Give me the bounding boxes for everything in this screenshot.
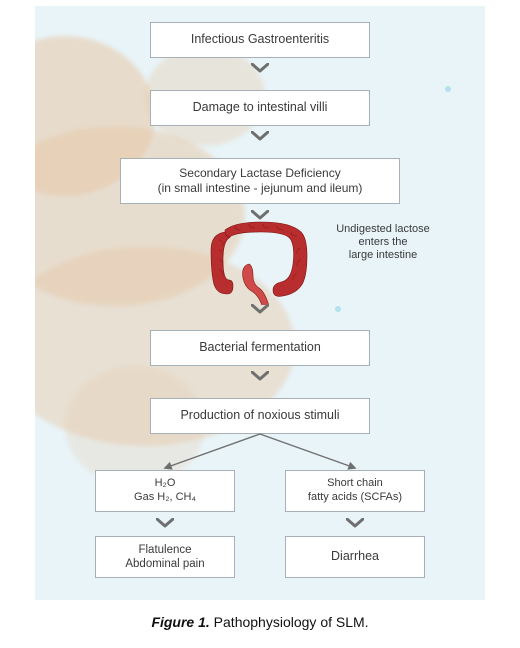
- node-infectious-gastroenteritis: Infectious Gastroenteritis: [150, 22, 370, 58]
- node-label: Secondary Lactase Deficiency(in small in…: [158, 166, 363, 196]
- node-flatulence-pain: FlatulenceAbdominal pain: [95, 536, 235, 578]
- node-label: H₂OGas H₂, CH₄: [134, 477, 196, 505]
- chevron-down-icon: [251, 210, 269, 220]
- node-label: Production of noxious stimuli: [180, 408, 339, 424]
- node-damage-villi: Damage to intestinal villi: [150, 90, 370, 126]
- node-scfas: Short chainfatty acids (SCFAs): [285, 470, 425, 512]
- node-label: Short chainfatty acids (SCFAs): [308, 477, 402, 505]
- large-intestine-icon: [205, 220, 315, 305]
- chevron-down-icon: [346, 518, 364, 528]
- split-arrows: [159, 432, 361, 476]
- node-secondary-lactase-deficiency: Secondary Lactase Deficiency(in small in…: [120, 158, 400, 204]
- node-label: Bacterial fermentation: [199, 340, 321, 356]
- node-h2o-gas: H₂OGas H₂, CH₄: [95, 470, 235, 512]
- figure-caption: Figure 1. Pathophysiology of SLM.: [0, 614, 520, 630]
- node-label: Damage to intestinal villi: [193, 100, 328, 116]
- chevron-down-icon: [156, 518, 174, 528]
- undigested-lactose-label: Undigested lactoseenters thelarge intest…: [318, 223, 448, 263]
- chevron-down-icon: [251, 371, 269, 381]
- node-label: FlatulenceAbdominal pain: [125, 543, 204, 572]
- node-label: Infectious Gastroenteritis: [191, 32, 329, 48]
- chevron-down-icon: [251, 131, 269, 141]
- node-bacterial-fermentation: Bacterial fermentation: [150, 330, 370, 366]
- node-noxious-stimuli: Production of noxious stimuli: [150, 398, 370, 434]
- chevron-down-icon: [251, 63, 269, 73]
- chevron-down-icon: [251, 304, 269, 314]
- figure-text: Pathophysiology of SLM.: [210, 614, 369, 630]
- node-label: Diarrhea: [331, 549, 379, 565]
- figure-number: Figure 1.: [151, 614, 209, 630]
- node-diarrhea: Diarrhea: [285, 536, 425, 578]
- flowchart-canvas: Infectious Gastroenteritis Damage to int…: [0, 0, 520, 648]
